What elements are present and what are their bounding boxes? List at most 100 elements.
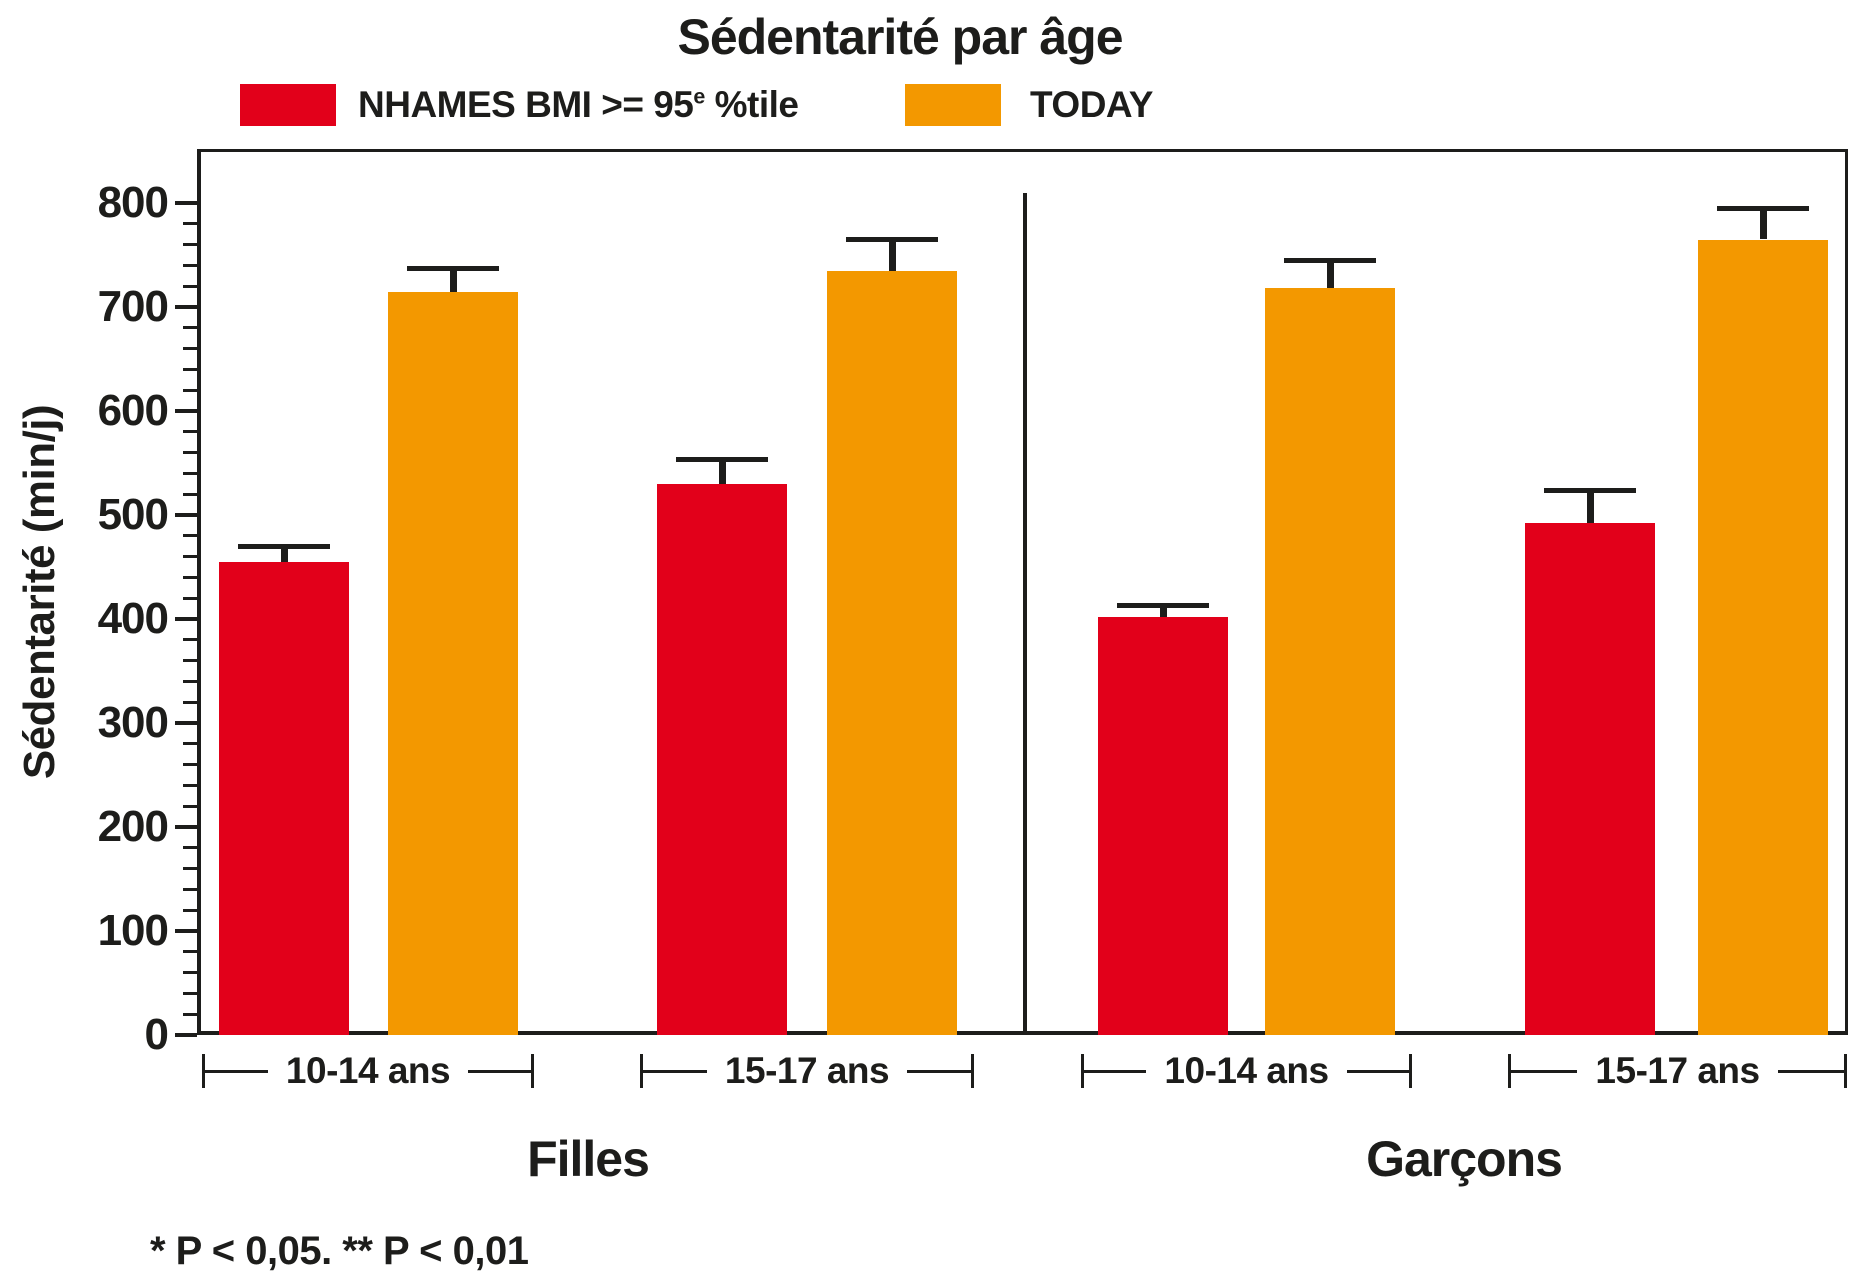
age-bracket-line bbox=[468, 1069, 532, 1073]
legend-label-nhames-text: NHAMES BMI >= 95 bbox=[358, 84, 694, 125]
age-bracket: 10-14 ans bbox=[202, 1050, 535, 1091]
age-bracket-line bbox=[643, 1069, 707, 1073]
y-axis-major-tick bbox=[175, 409, 197, 414]
error-bar-stem bbox=[718, 456, 726, 484]
error-bar-cap bbox=[676, 456, 768, 462]
y-axis-minor-tick bbox=[183, 430, 197, 434]
age-bracket-end-tick bbox=[531, 1054, 535, 1088]
y-axis-minor-tick bbox=[183, 451, 197, 455]
error-bar-stem bbox=[449, 265, 457, 292]
error-bar-stem bbox=[888, 237, 896, 271]
y-axis-major-tick bbox=[175, 1033, 197, 1037]
y-axis-minor-tick bbox=[183, 326, 197, 330]
bar-nhames bbox=[1098, 617, 1228, 1035]
age-bracket-end-tick bbox=[202, 1054, 205, 1088]
error-bar-cap bbox=[238, 544, 330, 550]
bar-nhames bbox=[219, 561, 349, 1035]
bar-nhames bbox=[657, 483, 787, 1035]
plot-border-top bbox=[197, 149, 1848, 152]
footnote: * P < 0,05. ** P < 0,01 bbox=[150, 1229, 529, 1273]
y-axis-line bbox=[197, 149, 201, 1035]
y-axis-minor-tick bbox=[183, 555, 197, 559]
y-axis-minor-tick bbox=[183, 991, 197, 995]
y-axis-tick-label: 600 bbox=[97, 386, 169, 436]
y-axis-major-tick bbox=[175, 721, 197, 725]
age-bracket-end-tick bbox=[640, 1054, 643, 1088]
age-bracket-label: 15-17 ans bbox=[1595, 1050, 1760, 1091]
y-axis-minor-tick bbox=[183, 534, 197, 538]
age-bracket-line bbox=[1346, 1069, 1410, 1073]
y-axis-minor-tick bbox=[183, 243, 197, 247]
y-axis-minor-tick bbox=[183, 388, 197, 392]
y-axis-minor-tick bbox=[183, 596, 197, 600]
age-bracket-line bbox=[205, 1069, 268, 1073]
y-axis-major-tick bbox=[175, 617, 197, 621]
age-bracket-end-tick bbox=[1508, 1054, 1511, 1088]
age-bracket-label: 10-14 ans bbox=[285, 1050, 451, 1091]
age-bracket-line bbox=[1084, 1069, 1147, 1073]
age-bracket-line bbox=[1777, 1069, 1845, 1073]
bar-today bbox=[1265, 288, 1395, 1035]
y-axis-major-tick bbox=[175, 825, 197, 829]
y-axis-minor-tick bbox=[183, 700, 197, 704]
legend-swatch-today bbox=[905, 84, 1001, 126]
age-bracket-label: 10-14 ans bbox=[1164, 1050, 1329, 1091]
section-label-filles: Filles bbox=[527, 1131, 650, 1187]
y-axis-minor-tick bbox=[183, 867, 197, 871]
y-axis-tick-label: 0 bbox=[144, 1010, 169, 1059]
plot-border-right bbox=[1845, 149, 1848, 1035]
y-axis-minor-tick bbox=[183, 908, 197, 912]
error-bar-cap bbox=[1284, 258, 1376, 264]
age-bracket: 15-17 ans bbox=[1508, 1050, 1848, 1091]
y-axis-minor-tick bbox=[183, 284, 197, 288]
y-axis-minor-tick bbox=[183, 846, 197, 850]
legend-label-nhames: NHAMES BMI >= 95e %tile bbox=[358, 84, 799, 126]
age-bracket-line bbox=[907, 1069, 972, 1073]
bar-today bbox=[827, 270, 957, 1035]
y-axis-major-tick bbox=[175, 929, 197, 933]
age-bracket-label: 15-17 ans bbox=[724, 1050, 890, 1091]
y-axis-major-tick bbox=[175, 513, 197, 517]
error-bar-stem bbox=[1586, 488, 1594, 524]
y-axis-minor-tick bbox=[183, 804, 197, 808]
y-axis-minor-tick bbox=[183, 347, 197, 351]
error-bar-stem bbox=[1759, 206, 1767, 240]
y-axis-tick-label: 800 bbox=[97, 178, 169, 228]
y-axis-minor-tick bbox=[183, 971, 197, 975]
age-bracket-end-tick bbox=[1409, 1054, 1413, 1088]
y-axis-tick-label: 500 bbox=[97, 490, 169, 539]
y-axis-minor-tick bbox=[183, 638, 197, 642]
y-axis-minor-tick bbox=[183, 742, 197, 746]
age-bracket-line bbox=[1511, 1069, 1578, 1073]
chart-title: Sédentarité par âge bbox=[677, 9, 1123, 65]
y-axis-tick-label: 400 bbox=[97, 594, 169, 643]
x-axis-line bbox=[197, 1031, 1848, 1035]
y-axis-minor-tick bbox=[183, 264, 197, 267]
age-bracket: 10-14 ans bbox=[1081, 1050, 1413, 1091]
y-axis-tick-label: 300 bbox=[97, 698, 169, 747]
y-axis-tick-label: 700 bbox=[97, 282, 169, 332]
y-axis-minor-tick bbox=[183, 783, 197, 787]
section-label-garcons: Garçons bbox=[1366, 1131, 1563, 1187]
y-axis-minor-tick bbox=[183, 763, 197, 767]
y-axis-tick-label: 200 bbox=[97, 802, 169, 851]
error-bar-cap bbox=[846, 237, 938, 243]
y-axis-minor-tick bbox=[183, 222, 197, 226]
age-bracket-end-tick bbox=[1844, 1054, 1848, 1088]
age-bracket-end-tick bbox=[971, 1054, 975, 1088]
error-bar-stem bbox=[280, 544, 288, 562]
legend-label-today: TODAY bbox=[1030, 84, 1153, 125]
legend-label-nhames-suffix: %tile bbox=[704, 84, 799, 125]
plot-area: 0 100 200 300 400 500 600 700 800 10-14 ans 15-17 … bbox=[98, 149, 1848, 1091]
error-bar-stem bbox=[1159, 603, 1167, 617]
legend-label-nhames-sup: e bbox=[693, 84, 705, 109]
age-bracket: 15-17 ans bbox=[640, 1050, 975, 1091]
section-separator-line bbox=[1023, 193, 1027, 1035]
y-axis-minor-tick bbox=[183, 887, 197, 891]
y-axis-minor-tick bbox=[183, 950, 197, 954]
y-axis-minor-tick bbox=[183, 679, 197, 683]
y-axis-minor-tick bbox=[183, 575, 197, 579]
error-bar-cap bbox=[1717, 206, 1809, 212]
y-axis-tick-label: 100 bbox=[97, 906, 169, 955]
